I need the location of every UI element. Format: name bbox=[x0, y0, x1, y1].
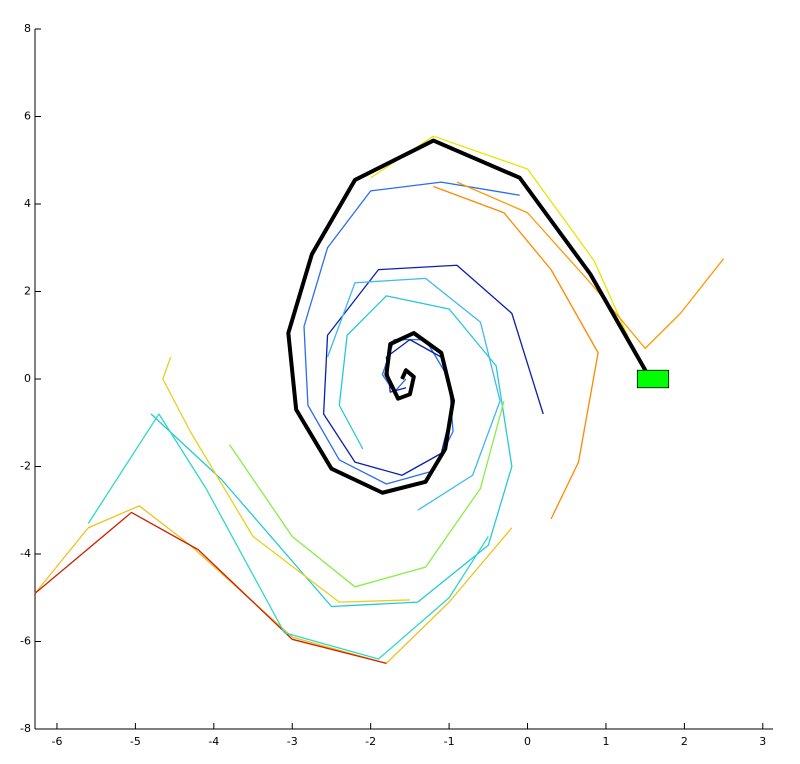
x-tick-label: -1 bbox=[444, 735, 455, 748]
target-region bbox=[636, 369, 670, 389]
trajectory bbox=[286, 138, 651, 495]
trajectory bbox=[228, 400, 505, 588]
x-tick-label: -6 bbox=[51, 735, 62, 748]
trajectory bbox=[162, 356, 410, 603]
x-tick-label: 2 bbox=[681, 735, 688, 748]
trajectory bbox=[34, 511, 387, 665]
x-tick-label: -4 bbox=[208, 735, 219, 748]
y-tick-label: 6 bbox=[24, 110, 31, 123]
x-tick-label: 1 bbox=[602, 735, 609, 748]
x-tick-label: -3 bbox=[287, 735, 298, 748]
x-tick-label: -2 bbox=[365, 735, 376, 748]
y-tick-label: 2 bbox=[24, 285, 31, 298]
trajectory bbox=[322, 264, 544, 476]
y-tick-label: 0 bbox=[24, 372, 31, 385]
trajectory bbox=[150, 295, 513, 608]
trajectory bbox=[87, 413, 489, 660]
y-tick-label: -8 bbox=[20, 722, 31, 735]
y-tick-label: -4 bbox=[20, 547, 31, 560]
y-tick-label: -2 bbox=[20, 460, 31, 473]
x-tick-label: 0 bbox=[524, 735, 531, 748]
x-tick-label: 3 bbox=[759, 735, 766, 748]
y-tick-label: -6 bbox=[20, 635, 31, 648]
trajectory bbox=[433, 185, 599, 520]
y-tick-label: 4 bbox=[24, 197, 31, 210]
x-tick-label: -5 bbox=[130, 735, 141, 748]
trajectory bbox=[456, 181, 725, 350]
trajectory bbox=[326, 277, 501, 511]
y-tick-label: 8 bbox=[24, 22, 31, 35]
